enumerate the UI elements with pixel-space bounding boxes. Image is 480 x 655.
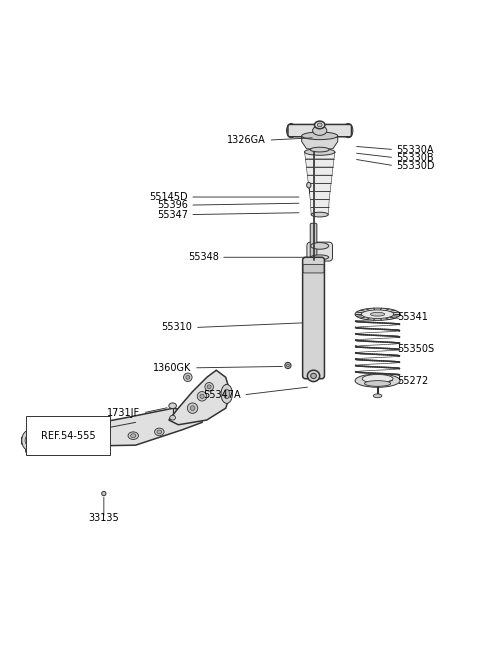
Ellipse shape (102, 437, 108, 441)
Ellipse shape (71, 437, 82, 444)
Ellipse shape (362, 375, 393, 383)
Text: 33135: 33135 (88, 514, 119, 523)
Text: 1326GA: 1326GA (228, 135, 266, 145)
Polygon shape (310, 199, 329, 208)
Text: 55145D: 55145D (149, 192, 188, 202)
Text: 55341: 55341 (397, 312, 428, 322)
Polygon shape (304, 152, 335, 159)
Text: 55310: 55310 (162, 322, 192, 333)
Ellipse shape (355, 374, 400, 387)
Polygon shape (22, 408, 202, 447)
Ellipse shape (287, 124, 296, 138)
Ellipse shape (74, 438, 79, 442)
Ellipse shape (207, 385, 211, 388)
Ellipse shape (371, 312, 384, 316)
Text: 55347: 55347 (157, 210, 188, 219)
FancyBboxPatch shape (303, 265, 324, 273)
Text: 55396: 55396 (157, 200, 188, 210)
Polygon shape (306, 167, 333, 175)
Ellipse shape (373, 394, 382, 398)
Ellipse shape (311, 373, 316, 379)
FancyBboxPatch shape (302, 257, 324, 379)
Polygon shape (308, 183, 331, 191)
Ellipse shape (155, 428, 164, 436)
Ellipse shape (307, 182, 311, 188)
FancyBboxPatch shape (288, 124, 351, 137)
Ellipse shape (311, 212, 328, 217)
Polygon shape (309, 191, 330, 199)
Ellipse shape (205, 383, 214, 391)
Ellipse shape (27, 438, 31, 443)
Ellipse shape (28, 445, 35, 449)
Ellipse shape (343, 124, 353, 138)
Polygon shape (311, 208, 329, 215)
Ellipse shape (170, 415, 176, 420)
Text: 55350S: 55350S (397, 344, 435, 354)
Text: 55347A: 55347A (204, 390, 241, 400)
Ellipse shape (221, 384, 232, 403)
Polygon shape (301, 135, 338, 150)
Ellipse shape (183, 373, 192, 382)
Ellipse shape (131, 434, 136, 438)
Ellipse shape (128, 432, 138, 440)
Ellipse shape (187, 403, 198, 413)
Polygon shape (305, 159, 334, 167)
Ellipse shape (361, 310, 394, 318)
Ellipse shape (102, 491, 106, 496)
Ellipse shape (186, 375, 190, 379)
Ellipse shape (364, 381, 391, 386)
Ellipse shape (224, 389, 229, 399)
Ellipse shape (22, 430, 36, 451)
Ellipse shape (157, 430, 162, 434)
FancyBboxPatch shape (307, 242, 333, 261)
Ellipse shape (317, 123, 322, 127)
FancyBboxPatch shape (310, 223, 317, 279)
Ellipse shape (285, 362, 291, 369)
Ellipse shape (311, 242, 329, 249)
Ellipse shape (200, 394, 204, 398)
Text: 1360GK: 1360GK (153, 363, 192, 373)
Ellipse shape (311, 255, 329, 259)
Ellipse shape (287, 364, 289, 367)
Ellipse shape (25, 435, 33, 445)
Ellipse shape (99, 435, 110, 443)
Text: 55348: 55348 (188, 252, 219, 262)
Ellipse shape (301, 132, 338, 140)
Polygon shape (307, 175, 332, 183)
Ellipse shape (307, 370, 320, 382)
Ellipse shape (197, 392, 207, 401)
Text: 55330D: 55330D (396, 160, 435, 171)
Text: 55330B: 55330B (396, 153, 434, 162)
Ellipse shape (312, 126, 327, 136)
Text: 1731JF: 1731JF (107, 408, 140, 418)
Polygon shape (169, 370, 230, 424)
Ellipse shape (25, 447, 35, 455)
Text: 55272: 55272 (397, 375, 429, 386)
Ellipse shape (190, 406, 195, 411)
Ellipse shape (314, 121, 325, 129)
Ellipse shape (28, 430, 35, 435)
Ellipse shape (169, 403, 177, 409)
Ellipse shape (310, 147, 329, 152)
Ellipse shape (304, 149, 335, 155)
Text: REF.54-555: REF.54-555 (41, 431, 96, 441)
Ellipse shape (43, 438, 53, 446)
Ellipse shape (45, 440, 50, 444)
Ellipse shape (355, 308, 400, 320)
Text: 55330A: 55330A (396, 145, 434, 155)
